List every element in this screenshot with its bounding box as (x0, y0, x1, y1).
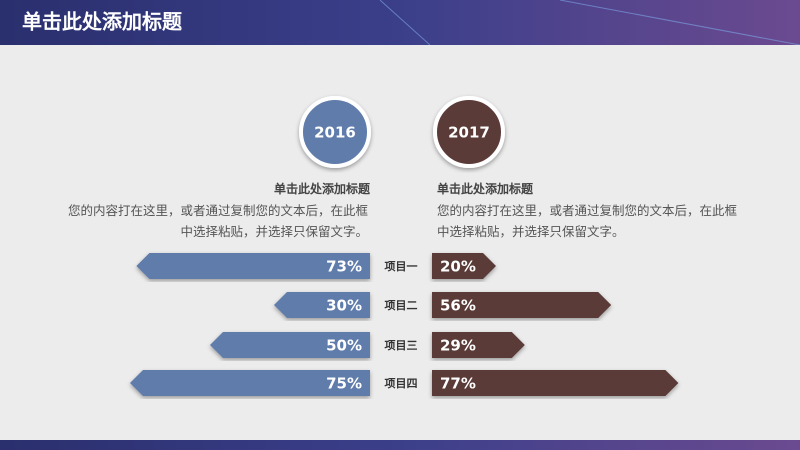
category-label: 项目一 (385, 260, 418, 273)
panel-text: 您的内容打在这里，或者通过复制您的文本后，在此框中选择粘贴，并选择只保留文字。 (437, 203, 738, 239)
bar (210, 332, 370, 358)
value-label: 73% (326, 258, 362, 276)
value-label: 75% (326, 375, 362, 393)
decor-line (379, 0, 431, 46)
panel-heading: 单击此处添加标题 (437, 182, 534, 196)
value-label: 77% (440, 375, 476, 393)
panel-text: 您的内容打在这里，或者通过复制您的文本后，在此框中选择粘贴，并选择只保留文字。 (67, 203, 368, 239)
value-label: 30% (326, 297, 362, 315)
category-label: 项目三 (385, 339, 418, 352)
value-label: 56% (440, 297, 476, 315)
bar (432, 292, 612, 318)
bar (432, 253, 496, 279)
slide-title: 单击此处添加标题 (22, 10, 183, 34)
bar (432, 332, 525, 358)
category-label: 项目四 (385, 377, 418, 390)
value-label: 29% (440, 337, 476, 355)
series-name: 2016 (314, 124, 356, 142)
bar (130, 370, 370, 396)
series-name: 2017 (448, 124, 490, 142)
value-label: 20% (440, 258, 476, 276)
panel-heading: 单击此处添加标题 (273, 182, 370, 196)
value-label: 50% (326, 337, 362, 355)
bar (432, 370, 679, 396)
bar (274, 292, 370, 318)
bar (136, 253, 370, 279)
year-badge (433, 96, 505, 168)
year-badge (299, 96, 371, 168)
decor-line (559, 0, 800, 46)
category-label: 项目二 (385, 299, 418, 312)
